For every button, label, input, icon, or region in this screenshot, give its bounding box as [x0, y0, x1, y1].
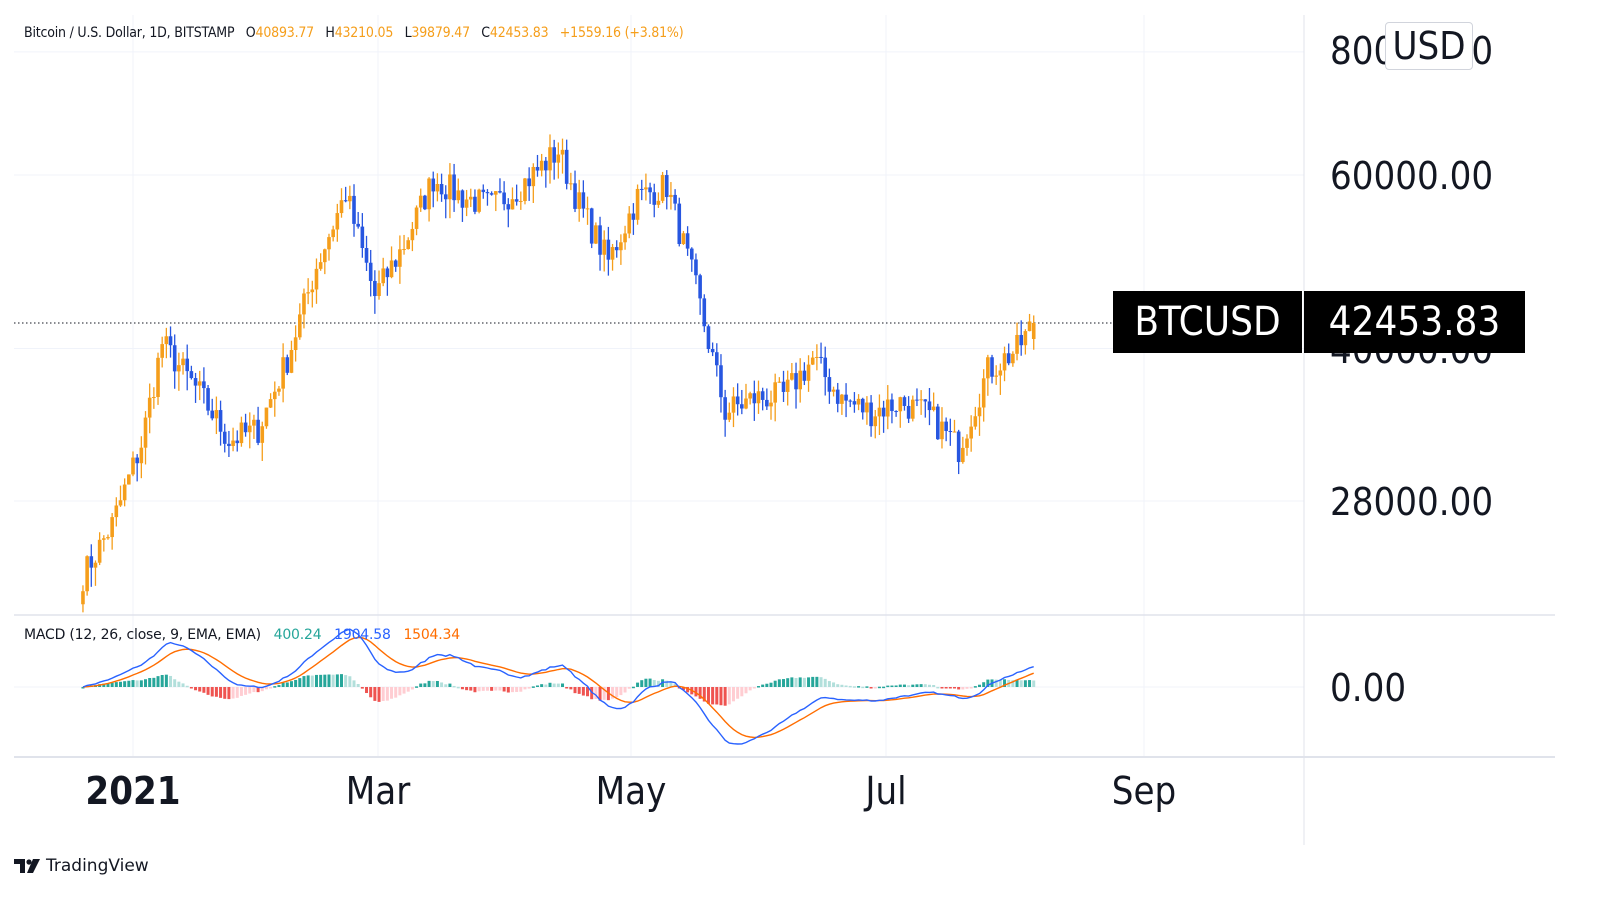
- tradingview-logo-icon: [14, 859, 40, 873]
- macd-line-value: 1904.58: [334, 627, 391, 643]
- high-value: 43210.05: [334, 25, 394, 41]
- macd-axis-label-zero: 0.00: [1330, 666, 1407, 710]
- symbol-description: Bitcoin / U.S. Dollar, 1D, BITSTAMP: [24, 25, 235, 41]
- low-label: L: [404, 25, 412, 41]
- x-axis-label-mar: Mar: [345, 769, 411, 813]
- x-axis-label-sep: Sep: [1111, 769, 1177, 813]
- last-price-symbol-label: BTCUSD: [1113, 291, 1302, 353]
- open-value: 40893.77: [255, 25, 315, 41]
- x-axis-label-may: May: [595, 769, 667, 813]
- symbol-legend: Bitcoin / U.S. Dollar, 1D, BITSTAMP O408…: [24, 25, 684, 41]
- high-label: H: [325, 25, 335, 41]
- macd-signal-value: 1504.34: [403, 627, 460, 643]
- low-value: 39879.47: [411, 25, 470, 41]
- currency-badge[interactable]: USD: [1385, 22, 1473, 70]
- last-price-value-label: 42453.83: [1304, 291, 1525, 353]
- tradingview-brand[interactable]: TradingView: [14, 856, 149, 876]
- macd-histogram-value: 400.24: [273, 627, 322, 643]
- grid-lines: [14, 15, 1555, 845]
- x-axis-label-2021: 2021: [85, 769, 181, 813]
- y-axis-label-28000: 28000.00: [1330, 480, 1494, 524]
- macd-title: MACD (12, 26, close, 9, EMA, EMA): [24, 627, 261, 643]
- candlestick-series: [81, 134, 1036, 613]
- change-value: +1559.16 (+3.81%): [559, 25, 684, 41]
- y-axis-label-60000: 60000.00: [1330, 154, 1494, 198]
- brand-name: TradingView: [46, 856, 149, 876]
- open-label: O: [245, 25, 256, 41]
- close-label: C: [481, 25, 490, 41]
- x-axis-label-jul: Jul: [865, 769, 907, 813]
- macd-legend: MACD (12, 26, close, 9, EMA, EMA) 400.24…: [24, 627, 460, 643]
- close-value: 42453.83: [489, 25, 549, 41]
- macd-series: [81, 628, 1036, 745]
